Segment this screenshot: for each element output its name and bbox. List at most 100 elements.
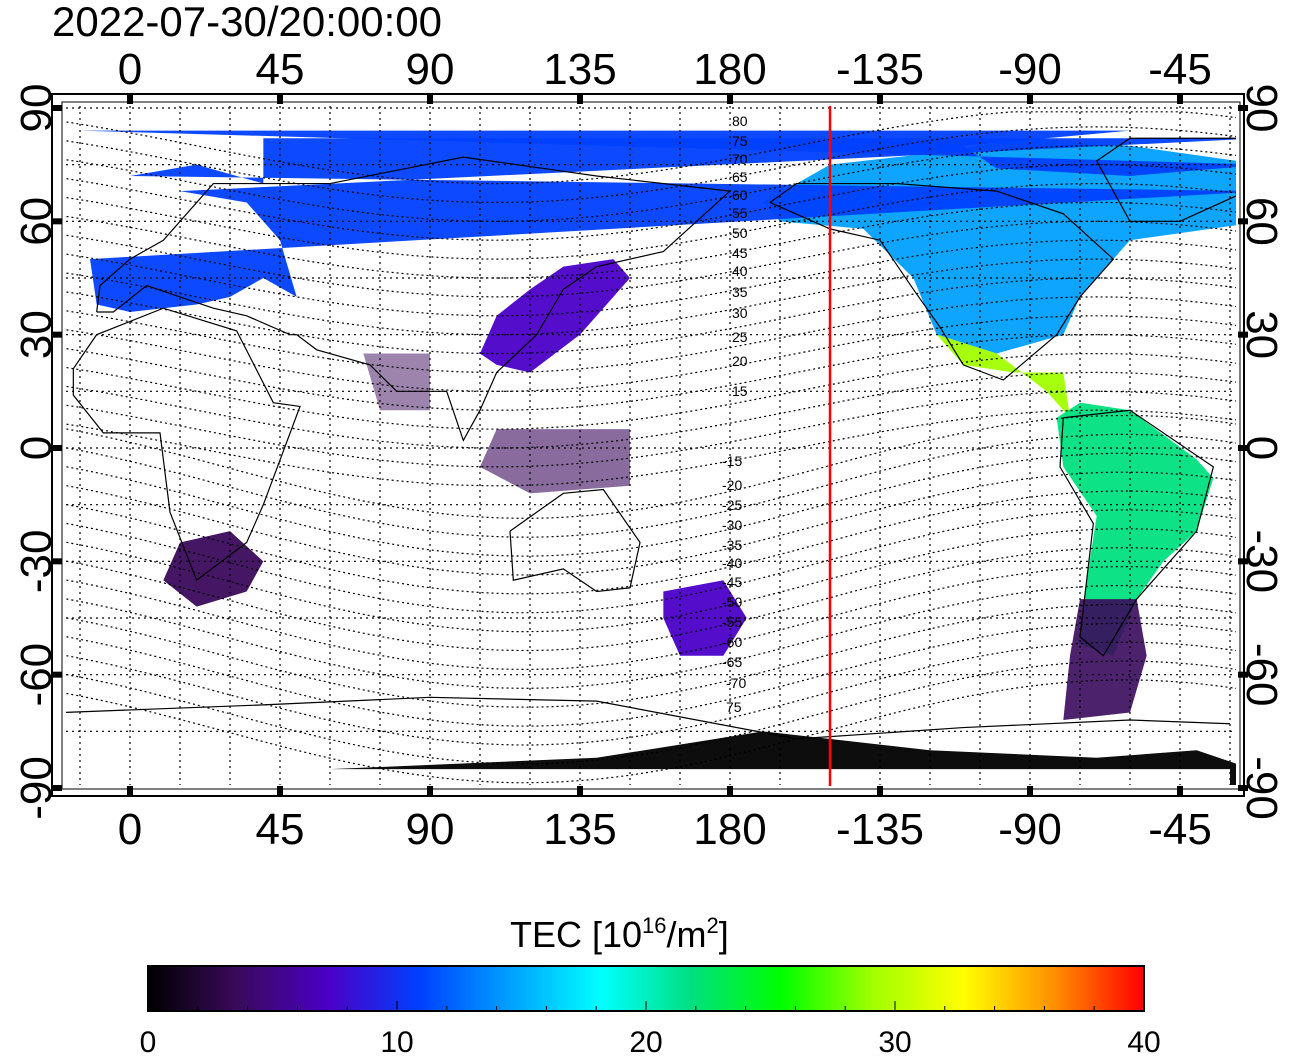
lat-tick-right xyxy=(1238,671,1248,678)
coastline-layer xyxy=(66,137,1236,740)
lat-tick-left xyxy=(52,445,62,451)
maglat-label: 35 xyxy=(732,284,748,300)
tec-south-america xyxy=(1056,402,1214,656)
colorbar-title-mid: /m xyxy=(667,914,707,955)
maglat-contour xyxy=(66,409,1236,487)
colorbar-title: TEC [1016/m2] xyxy=(510,913,729,955)
colorbar-title-sup1: 16 xyxy=(642,913,666,938)
lat-tick-left xyxy=(52,671,62,678)
colorbar-tick-label: 20 xyxy=(629,1026,662,1057)
maglat-label: -60 xyxy=(722,634,742,650)
maglat-label: 30 xyxy=(732,305,748,321)
lon-label-bottom: 45 xyxy=(256,805,305,854)
lat-label-right: 60 xyxy=(1237,197,1286,246)
maglat-contour xyxy=(66,603,1236,708)
colorbar-title-sup2: 2 xyxy=(707,913,719,938)
tec-india-sparse xyxy=(363,353,430,411)
colorbar-tick-label: 10 xyxy=(380,1026,413,1057)
lat-tick-left xyxy=(52,558,62,565)
lat-tick-left xyxy=(52,105,62,111)
lon-tick-bottom xyxy=(427,786,433,796)
colorbar-title-main: TEC [10 xyxy=(510,914,642,955)
timestamp-title: 2022-07-30/20:00:00 xyxy=(52,0,442,45)
lat-tick-right xyxy=(1238,558,1248,565)
maglat-contour xyxy=(66,547,1236,652)
maglat-label: -30 xyxy=(722,517,742,533)
lat-tick-left xyxy=(52,785,62,791)
lon-label-bottom: -45 xyxy=(1148,805,1212,854)
colorbar-title-end: ] xyxy=(719,914,729,955)
lat-label-right: -60 xyxy=(1237,643,1286,707)
lon-tick-top xyxy=(1177,94,1183,104)
lon-tick-top xyxy=(1027,94,1033,104)
tec-data-layer xyxy=(80,130,1236,785)
lon-label-bottom: -135 xyxy=(836,805,924,854)
maglat-label: -35 xyxy=(722,537,742,553)
maglat-contour xyxy=(66,584,1236,689)
lon-label-top: 45 xyxy=(256,45,305,94)
maglat-contour xyxy=(66,622,1236,727)
coast-antarctica xyxy=(66,696,1231,740)
lat-tick-right xyxy=(1238,105,1248,111)
maglat-contour xyxy=(66,660,1236,765)
lon-label-bottom: 0 xyxy=(118,805,142,854)
maglat-contour xyxy=(66,452,1236,557)
maglat-contour xyxy=(66,315,1236,392)
maglat-contour xyxy=(66,334,1236,411)
lat-label-left: -30 xyxy=(12,530,61,594)
lat-label-right: -90 xyxy=(1237,756,1286,820)
coast-south-america xyxy=(1059,409,1215,657)
maglat-contour xyxy=(66,277,1236,355)
maglat-label: 80 xyxy=(732,113,748,129)
lon-tick-top xyxy=(277,94,283,104)
tec-new-zealand xyxy=(663,580,747,656)
lon-tick-bottom xyxy=(127,786,133,796)
maglat-contour xyxy=(66,352,1236,430)
maglat-contour xyxy=(66,471,1236,576)
maglat-contour xyxy=(66,126,1236,204)
maglat-contour xyxy=(66,182,1236,260)
lat-label-right: 90 xyxy=(1237,84,1286,133)
colorbar-ticks: 0 10 20 30 40 xyxy=(140,1001,1161,1057)
maglat-contour xyxy=(66,111,1236,185)
maglat-contour xyxy=(66,258,1236,336)
lat-label-left: -60 xyxy=(12,643,61,707)
lon-tick-top xyxy=(577,94,583,104)
maglat-contour xyxy=(66,509,1236,614)
lon-label-bottom: 180 xyxy=(693,805,766,854)
lat-tick-left xyxy=(52,331,62,338)
maglat-label: 75 xyxy=(732,133,748,149)
lon-label-bottom: 90 xyxy=(406,805,455,854)
maglat-label: -20 xyxy=(722,477,742,493)
maglat-contour xyxy=(66,239,1236,317)
colorbar-tick-label: 40 xyxy=(1127,1026,1160,1057)
lat-label-right: 30 xyxy=(1237,310,1286,359)
tec-central-america xyxy=(936,334,1070,418)
maglat-contour xyxy=(66,528,1236,633)
maglat-contour xyxy=(66,390,1236,468)
maglat-contour xyxy=(66,679,1236,784)
lat-label-left: -90 xyxy=(12,756,61,820)
lon-label-top: 0 xyxy=(118,45,142,94)
lat-label-left: 60 xyxy=(12,197,61,246)
maglat-label: 55 xyxy=(732,205,748,221)
lat-tick-right xyxy=(1238,785,1248,791)
lat-label-left: 30 xyxy=(12,310,61,359)
maglat-contour xyxy=(66,490,1236,595)
lon-tick-bottom xyxy=(1027,786,1033,796)
maglat-label: 40 xyxy=(732,263,748,279)
lon-label-bottom: 135 xyxy=(543,805,616,854)
maglat-contour xyxy=(66,145,1236,222)
maglat-label: 25 xyxy=(732,329,748,345)
lon-label-top: 135 xyxy=(543,45,616,94)
lon-label-top: -135 xyxy=(836,45,924,94)
maglat-label: 45 xyxy=(732,245,748,261)
lat-label-right: -30 xyxy=(1237,530,1286,594)
lon-tick-top xyxy=(127,94,133,104)
maglat-label: -55 xyxy=(722,614,742,630)
lat-label-left: 0 xyxy=(12,436,61,460)
maglat-label: 20 xyxy=(732,353,748,369)
maglat-label: -50 xyxy=(722,594,742,610)
lon-tick-top xyxy=(877,94,883,104)
coast-eurasia xyxy=(96,156,732,442)
